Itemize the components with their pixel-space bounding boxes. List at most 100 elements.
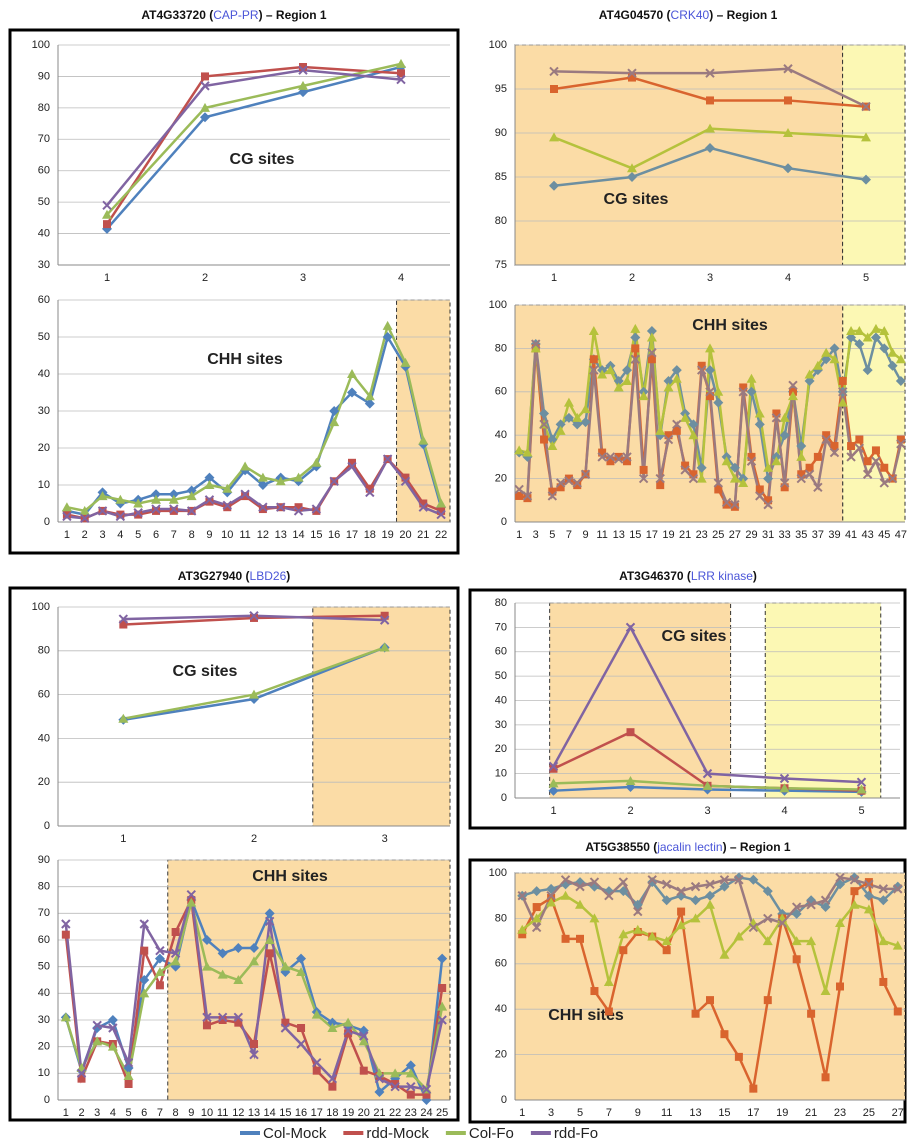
y-tick-label: 60: [38, 689, 50, 701]
marker: [779, 430, 790, 441]
marker: [580, 469, 591, 479]
marker: [706, 392, 714, 401]
marker: [555, 419, 566, 430]
marker: [76, 1068, 87, 1079]
x-tick-label: 18: [364, 529, 376, 541]
marker: [738, 477, 749, 487]
marker: [154, 953, 165, 964]
marker: [806, 936, 817, 946]
marker: [878, 884, 889, 894]
x-tick-label: 9: [635, 1107, 641, 1119]
y-tick-label: 90: [495, 127, 507, 139]
marker: [547, 491, 558, 501]
marker: [630, 323, 641, 333]
marker: [676, 920, 687, 930]
marker: [298, 65, 308, 75]
marker: [854, 339, 865, 350]
marker: [108, 1023, 118, 1033]
x-tick-label: 23: [696, 529, 708, 541]
marker: [835, 917, 845, 927]
x-tick-label: 31: [762, 529, 774, 541]
marker: [359, 1031, 369, 1041]
x-tick-label: 16: [295, 1107, 307, 1119]
marker: [713, 397, 724, 408]
marker: [572, 419, 583, 430]
marker: [864, 879, 874, 890]
y-tick-label: 60: [495, 958, 507, 970]
panel-title: AT5G38550 (jacalin lectin) – Region 1: [585, 840, 791, 854]
x-tick-label: 13: [275, 529, 287, 541]
x-tick-label: 9: [206, 529, 212, 541]
marker: [895, 354, 906, 364]
x-tick-label: 8: [173, 1107, 179, 1119]
marker: [706, 996, 714, 1005]
marker: [517, 924, 528, 934]
marker: [892, 881, 903, 892]
series-line: [66, 457, 442, 520]
marker: [830, 442, 839, 451]
marker: [343, 1017, 354, 1027]
x-tick-label: 10: [221, 529, 233, 541]
marker: [705, 123, 715, 133]
marker: [204, 480, 215, 489]
annotation: CHH sites: [692, 317, 768, 334]
marker: [796, 473, 806, 484]
marker: [663, 375, 674, 386]
series-line: [106, 65, 402, 230]
panel-frame: [468, 588, 907, 830]
marker: [155, 981, 164, 990]
marker: [436, 498, 447, 508]
marker: [168, 494, 179, 504]
x-tick-label: 5: [577, 1107, 583, 1119]
marker: [546, 883, 557, 894]
marker: [847, 442, 856, 451]
y-tick-label: 20: [495, 473, 507, 485]
marker: [671, 373, 682, 383]
marker: [518, 930, 527, 939]
marker: [754, 408, 765, 418]
y-tick-label: 10: [38, 1067, 50, 1079]
marker: [116, 510, 125, 519]
marker: [348, 458, 356, 467]
marker: [531, 886, 542, 897]
marker: [549, 180, 559, 191]
marker: [672, 426, 681, 435]
marker: [364, 398, 375, 409]
marker: [563, 397, 574, 407]
title-part: ) – Region 1: [723, 840, 791, 854]
marker: [836, 982, 844, 991]
marker: [813, 452, 822, 461]
marker: [623, 457, 632, 466]
y-tick-label: 50: [38, 331, 50, 343]
marker: [614, 452, 623, 461]
x-tick-label: 3: [707, 272, 713, 284]
x-tick-label: 10: [201, 1107, 213, 1119]
marker: [555, 478, 566, 488]
marker: [119, 620, 128, 629]
x-tick-label: 13: [248, 1107, 260, 1119]
x-tick-label: 21: [373, 1107, 385, 1119]
marker: [896, 439, 906, 449]
marker: [123, 1057, 134, 1068]
title-part: AT4G04570 (: [599, 8, 671, 22]
marker: [702, 780, 713, 790]
marker: [598, 448, 607, 457]
y-tick-label: 30: [38, 1014, 50, 1026]
marker: [103, 220, 111, 229]
marker: [133, 498, 144, 508]
x-tick-label: 3: [533, 529, 539, 541]
annotation: CG sites: [604, 191, 669, 208]
marker: [618, 886, 629, 897]
x-tick-label: 3: [704, 805, 710, 817]
marker: [721, 456, 732, 466]
marker: [846, 452, 856, 462]
annotation: CG sites: [230, 151, 295, 168]
marker: [880, 463, 889, 472]
marker: [796, 451, 807, 461]
x-tick-label: 11: [661, 1107, 672, 1119]
marker: [400, 357, 411, 367]
marker: [436, 509, 446, 520]
marker: [705, 142, 715, 153]
marker: [787, 391, 798, 401]
